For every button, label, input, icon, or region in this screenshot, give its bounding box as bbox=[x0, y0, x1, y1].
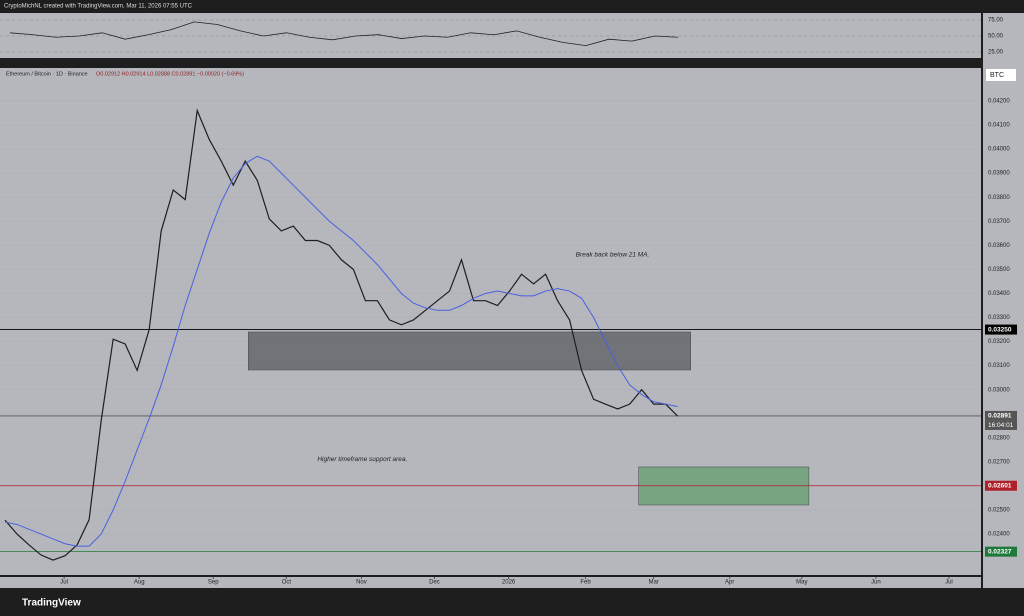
y-tick-label: 0.03400 bbox=[988, 291, 1010, 297]
author: CryptoMichNL created with TradingView.co… bbox=[4, 4, 193, 10]
y-tick-label: 0.03300 bbox=[988, 315, 1010, 321]
x-tick-label: Sep bbox=[208, 580, 219, 586]
time-axis bbox=[0, 577, 981, 588]
y-tick-label: 0.02500 bbox=[988, 508, 1010, 514]
x-tick-label: 2026 bbox=[502, 580, 516, 586]
brand: TradingView bbox=[22, 598, 81, 609]
series-line bbox=[4, 108, 679, 561]
countdown: 16:04:01 bbox=[988, 422, 1014, 429]
symbol: Ethereum / Bitcoin · 1D · Binance bbox=[6, 71, 88, 77]
price-axis bbox=[983, 13, 1024, 588]
currency-box bbox=[986, 69, 1016, 81]
x-tick-label: Apr bbox=[725, 580, 734, 586]
x-tick-label: May bbox=[796, 580, 807, 586]
level-label: 0.02601 bbox=[988, 482, 1012, 489]
x-tick-label: Mar bbox=[649, 580, 659, 586]
currency: BTC bbox=[990, 72, 1004, 79]
x-tick-label: Feb bbox=[580, 580, 591, 586]
x-tick-label: Jun bbox=[871, 580, 881, 586]
x-tick-label: Oct bbox=[282, 580, 292, 586]
level-tag bbox=[985, 324, 1017, 335]
level-tag bbox=[985, 410, 1017, 421]
x-tick-label: Dec bbox=[429, 580, 440, 586]
main-panel bbox=[0, 68, 981, 575]
level-label: 0.02327 bbox=[988, 548, 1012, 555]
y-tick-label: 0.03500 bbox=[988, 267, 1010, 273]
y-tick-label: 0.03700 bbox=[988, 219, 1010, 225]
rsi-tick-label: 75.00 bbox=[988, 18, 1004, 24]
level-label: 0.02891 bbox=[988, 413, 1012, 420]
zone bbox=[248, 331, 691, 371]
y-tick-label: 0.03100 bbox=[988, 363, 1010, 369]
y-tick-label: 0.03900 bbox=[988, 171, 1010, 177]
y-tick-label: 0.03000 bbox=[988, 387, 1010, 393]
y-tick-label: 0.02400 bbox=[988, 532, 1010, 538]
y-tick-label: 0.04200 bbox=[988, 99, 1010, 105]
y-tick-label: 0.03600 bbox=[988, 243, 1010, 249]
x-tick-label: Jul bbox=[945, 580, 953, 586]
countdown-tag bbox=[985, 420, 1017, 430]
series-line bbox=[4, 155, 678, 547]
x-tick-label: Nov bbox=[356, 580, 367, 586]
y-tick-label: 0.04000 bbox=[988, 147, 1010, 153]
x-tick-label: Aug bbox=[134, 580, 145, 586]
level-label: 0.03250 bbox=[988, 326, 1012, 333]
level-tag bbox=[985, 480, 1017, 491]
ohlc: O0.02912 H0.02914 L0.02888 C0.02891 −0.0… bbox=[96, 71, 244, 77]
rsi-tick-label: 50.00 bbox=[988, 34, 1004, 40]
level-tag bbox=[985, 546, 1017, 557]
rsi-panel bbox=[0, 13, 981, 58]
x-tick-label: Jul bbox=[60, 580, 68, 586]
rsi-tick-label: 25.00 bbox=[988, 50, 1004, 56]
y-tick-label: 0.03200 bbox=[988, 339, 1010, 345]
y-tick-label: 0.02700 bbox=[988, 459, 1010, 465]
annotation: Higher timeframe support area. bbox=[317, 456, 407, 463]
y-tick-label: 0.02800 bbox=[988, 435, 1010, 441]
annotation: Break back below 21 MA. bbox=[576, 252, 650, 259]
y-tick-label: 0.03800 bbox=[988, 195, 1010, 201]
rsi-line bbox=[9, 21, 679, 46]
y-tick-label: 0.04100 bbox=[988, 123, 1010, 129]
